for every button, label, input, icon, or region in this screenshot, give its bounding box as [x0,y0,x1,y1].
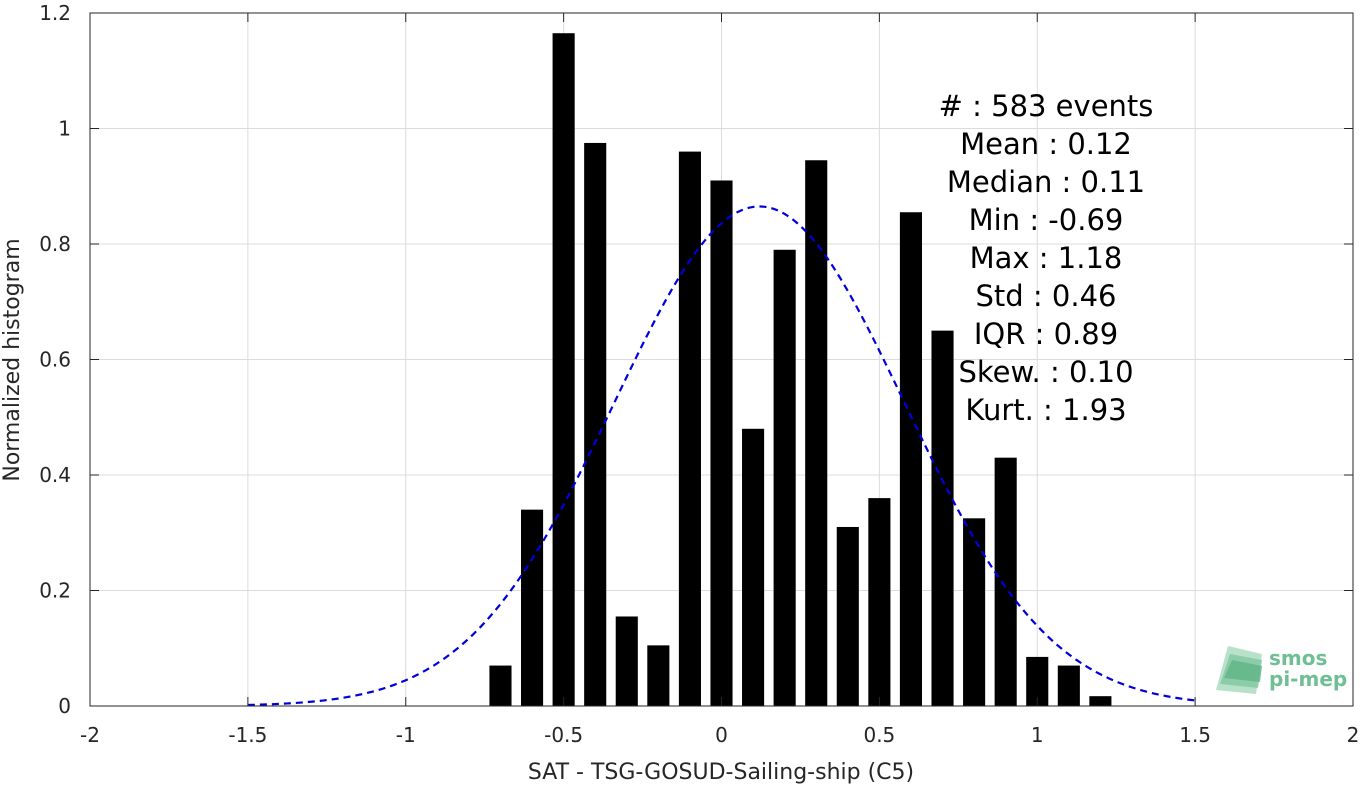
x-tick-label: -0.5 [544,723,583,747]
normal-fit-curve [247,205,1196,707]
logo-text-pimep: pi-mep [1269,667,1347,691]
stat-line: # : 583 events [939,89,1154,123]
y-tick-label: 0.2 [39,579,71,603]
x-tick-label: 0.5 [863,723,895,747]
histogram-bar [678,151,701,707]
y-tick-label: 0 [58,694,71,718]
x-tick-label: 2 [1347,723,1360,747]
x-axis-title: SAT - TSG-GOSUD-Sailing-ship (C5) [528,760,914,785]
x-tick-label: 1 [1031,723,1044,747]
histogram-bar [1057,665,1080,706]
histogram-bar [773,249,796,706]
x-tick-label: 1.5 [1179,723,1211,747]
y-tick-label: 0.4 [39,463,71,487]
logo-waves-icon [1216,646,1262,694]
histogram-bar [963,518,986,706]
histogram-bar [1026,656,1049,706]
y-axis-title: Normalized histogram [0,238,25,481]
histogram-bar [868,498,891,706]
histogram-bar [647,645,670,706]
y-tick-label: 0.8 [39,232,71,256]
histogram-bar [805,160,828,706]
histogram-bar [899,212,923,707]
x-tick-label: -2 [80,723,100,747]
logo-text-smos: smos [1269,646,1327,670]
y-tick-label: 0.6 [39,348,71,372]
histogram-bar [836,526,859,706]
histogram-bar [489,665,512,706]
x-tick-label: -1 [396,723,416,747]
statistics-box: # : 583 events Mean : 0.12 Median : 0.11 Mi… [939,89,1154,427]
histogram-bar [584,142,607,706]
x-tick-label: 0 [715,723,728,747]
histogram-bars [489,33,1112,707]
histogram-bar [931,330,954,706]
x-tick-label: -1.5 [228,723,267,747]
y-tick-label: 1.2 [39,1,71,25]
stat-line: Mean : 0.12 [960,127,1132,161]
stat-line: Min : -0.69 [969,203,1124,237]
histogram-bar [1089,696,1112,706]
histogram-bar [710,180,733,707]
stat-line: Median : 0.11 [947,165,1145,199]
stat-line: IQR : 0.89 [974,317,1118,351]
histogram-bar [615,616,638,706]
axis-ticks [89,12,1354,707]
histogram-bar [520,509,544,706]
stat-line: Kurt. : 1.93 [965,393,1126,427]
histogram-bar [994,457,1017,706]
x-tick-labels: -2 -1.5 -1 -0.5 0 0.5 1 1.5 2 [80,723,1359,747]
stat-line: Skew. : 0.10 [958,355,1133,389]
y-tick-labels: 0 0.2 0.4 0.6 0.8 1 1.2 [39,1,71,718]
histogram-bar [552,33,575,706]
stat-line: Max : 1.18 [970,241,1123,275]
histogram-bar [742,428,765,706]
stat-line: Std : 0.46 [976,279,1117,313]
y-tick-label: 1 [58,117,71,141]
smos-pimep-logo: smos pi-mep [1216,646,1347,694]
